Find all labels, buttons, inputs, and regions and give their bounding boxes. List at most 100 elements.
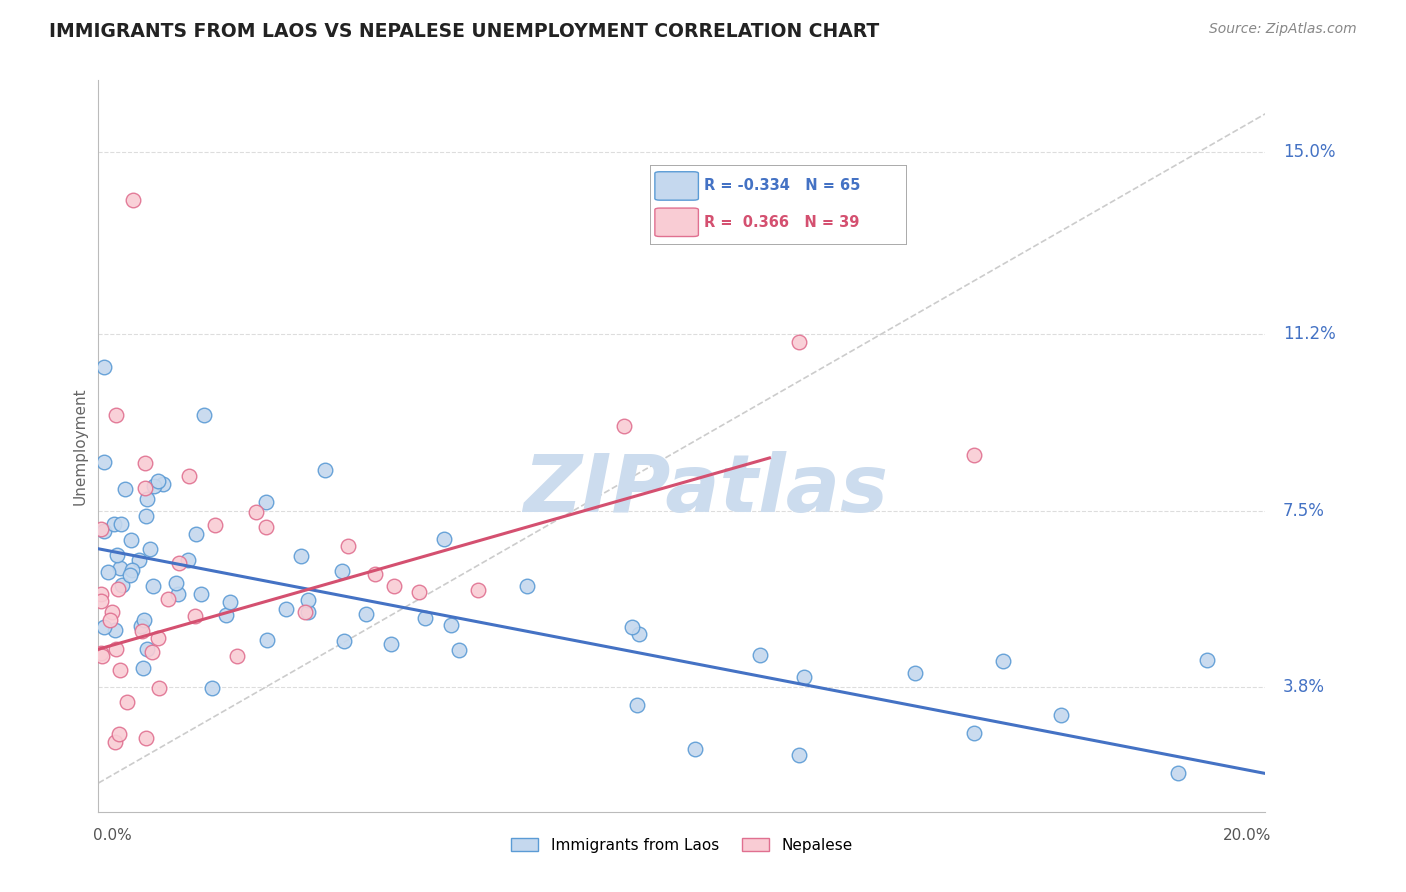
Text: 11.2%: 11.2% — [1282, 325, 1336, 343]
Point — [787, 748, 810, 763]
Point — [256, 632, 278, 647]
Point — [110, 560, 132, 574]
Text: IMMIGRANTS FROM LAOS VS NEPALESE UNEMPLOYMENT CORRELATION CHART: IMMIGRANTS FROM LAOS VS NEPALESE UNEMPLO… — [49, 22, 880, 41]
Point — [111, 577, 134, 591]
Point — [165, 576, 187, 591]
Point — [179, 468, 201, 483]
Point — [101, 605, 124, 619]
Point — [93, 360, 115, 375]
Point — [1050, 707, 1073, 722]
Point — [90, 646, 112, 660]
Point — [297, 593, 319, 607]
Point — [90, 648, 112, 663]
Text: 15.0%: 15.0% — [1282, 143, 1336, 161]
Text: 20.0%: 20.0% — [1223, 829, 1271, 844]
Point — [110, 516, 132, 531]
Point — [108, 727, 131, 741]
Point — [380, 637, 402, 651]
Point — [120, 533, 142, 548]
Point — [103, 516, 125, 531]
Point — [143, 479, 166, 493]
Point — [621, 620, 644, 634]
FancyBboxPatch shape — [655, 172, 699, 200]
Point — [333, 634, 356, 648]
Point — [245, 505, 267, 519]
Point — [297, 606, 319, 620]
Point — [612, 418, 634, 433]
Point — [354, 607, 377, 621]
Text: 7.5%: 7.5% — [1282, 501, 1324, 519]
Point — [129, 619, 152, 633]
Point — [167, 587, 190, 601]
Text: 0.0%: 0.0% — [93, 829, 131, 844]
Point — [104, 623, 127, 637]
Point — [184, 526, 207, 541]
Point — [190, 587, 212, 601]
Point — [184, 609, 207, 624]
Point — [787, 335, 810, 350]
Point — [121, 563, 143, 577]
FancyBboxPatch shape — [655, 208, 699, 236]
Point — [204, 517, 226, 532]
Point — [114, 482, 136, 496]
Point — [167, 556, 190, 570]
Point — [104, 735, 127, 749]
Point — [439, 618, 461, 632]
Point — [337, 540, 360, 554]
Point — [93, 524, 115, 538]
Point — [254, 520, 277, 534]
Point — [290, 549, 312, 563]
Point — [991, 654, 1014, 668]
Point — [105, 642, 128, 657]
Point — [413, 611, 436, 625]
Text: R =  0.366   N = 39: R = 0.366 N = 39 — [703, 215, 859, 230]
Point — [627, 627, 650, 641]
Point — [219, 595, 242, 609]
Point — [115, 695, 138, 709]
Point — [201, 681, 224, 696]
Point — [254, 495, 277, 509]
Point — [93, 455, 115, 469]
Point — [382, 579, 405, 593]
Point — [1195, 653, 1218, 667]
Point — [93, 620, 115, 634]
Text: R = -0.334   N = 65: R = -0.334 N = 65 — [703, 178, 860, 194]
Point — [90, 587, 112, 601]
Point — [626, 698, 648, 712]
Point — [135, 731, 157, 745]
Point — [98, 614, 121, 628]
Text: Source: ZipAtlas.com: Source: ZipAtlas.com — [1209, 22, 1357, 37]
Point — [90, 594, 112, 608]
Point — [433, 532, 456, 546]
Point — [157, 591, 180, 606]
Point — [330, 564, 353, 578]
Point — [467, 583, 489, 598]
Point — [749, 648, 772, 663]
Point — [142, 579, 165, 593]
Point — [122, 193, 145, 207]
Point — [516, 579, 538, 593]
Point — [314, 462, 336, 476]
Point — [1167, 766, 1189, 780]
Point — [408, 585, 430, 599]
Point — [104, 408, 127, 422]
Point — [128, 553, 150, 567]
Point — [139, 541, 162, 556]
Point — [449, 643, 471, 657]
Y-axis label: Unemployment: Unemployment — [72, 387, 87, 505]
Point — [134, 481, 156, 495]
Point — [274, 602, 297, 616]
Point — [148, 631, 170, 645]
Point — [793, 669, 815, 683]
Text: ZIPatlas: ZIPatlas — [523, 450, 887, 529]
Point — [90, 522, 112, 536]
Point — [120, 568, 142, 582]
Point — [141, 645, 163, 659]
Point — [146, 475, 169, 489]
Point — [294, 605, 316, 619]
Point — [131, 624, 153, 639]
Point — [97, 566, 120, 580]
Point — [105, 549, 128, 563]
Point — [193, 408, 215, 422]
Point — [685, 741, 707, 756]
